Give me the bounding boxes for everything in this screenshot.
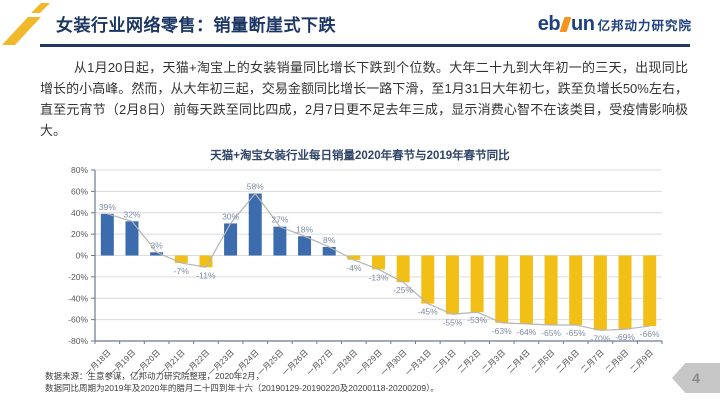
svg-text:39%: 39% — [99, 202, 116, 212]
brand-latin-left: eb — [537, 13, 561, 35]
svg-text:二月7日: 二月7日 — [579, 348, 605, 374]
svg-text:-65%: -65% — [541, 328, 561, 338]
svg-text:二月8日: 二月8日 — [604, 348, 630, 374]
svg-text:-70%: -70% — [590, 333, 610, 343]
svg-text:32%: 32% — [123, 209, 140, 219]
chart-title: 天猫+淘宝女装行业每日销量2020年春节与2019年春节同比 — [210, 150, 510, 162]
svg-text:-63%: -63% — [492, 326, 512, 336]
svg-text:二月3日: 二月3日 — [481, 348, 507, 374]
svg-text:-69%: -69% — [615, 332, 635, 342]
svg-text:二月2日: 二月2日 — [456, 348, 482, 374]
daily-sales-yoy-bar-chart: 80% 60% 40% 20% 0% -20% -40% -60% -80% 39% 32% 3% -7… — [68, 165, 663, 378]
brand-latin-right: un — [571, 13, 595, 35]
footnote: 数据来源：生意参谋，亿邦动力研究院整理，2020年2月， 数据同比周期为2019… — [45, 371, 439, 395]
chart-area: 80% 60% 40% 20% 0% -20% -40% -60% -80% 39% 32% 3% -7… — [40, 162, 680, 380]
svg-text:二月6日: 二月6日 — [555, 348, 581, 374]
svg-text:-64%: -64% — [516, 327, 536, 337]
svg-text:-65%: -65% — [566, 328, 586, 338]
svg-text:8%: 8% — [323, 235, 336, 245]
svg-text:二月9日: 二月9日 — [629, 348, 655, 374]
svg-text:-25%: -25% — [393, 285, 413, 295]
corner-slashes-icon — [2, 3, 50, 45]
svg-text:30%: 30% — [222, 211, 239, 221]
svg-text:二月4日: 二月4日 — [505, 348, 531, 374]
page-number: 4 — [692, 370, 700, 386]
brand-r-mark-icon — [559, 17, 572, 32]
svg-text:58%: 58% — [247, 182, 264, 192]
body-paragraph: 从1月20日起，天猫+淘宝上的女装销量同比增长下跌到个位数。大年二十九到大年初一… — [40, 60, 688, 139]
svg-text:80%: 80% — [71, 165, 88, 175]
svg-text:二月5日: 二月5日 — [530, 348, 556, 374]
svg-text:-53%: -53% — [467, 315, 487, 325]
page-title: 女装行业网络零售：销量断崖式下跌 — [56, 16, 336, 35]
header-divider — [40, 44, 690, 47]
svg-text:-60%: -60% — [68, 315, 88, 325]
svg-text:-7%: -7% — [174, 266, 190, 276]
ebrun-logo: eb un 亿邦动力研究院 — [538, 13, 692, 36]
svg-text:-13%: -13% — [369, 272, 389, 282]
data-period-note: 数据同比周期为2019年及2020年的腊月二十四到年十六（20190129-20… — [45, 382, 439, 393]
svg-text:-66%: -66% — [640, 329, 660, 339]
svg-text:-20%: -20% — [68, 272, 88, 282]
svg-text:3%: 3% — [150, 240, 163, 250]
svg-text:-80%: -80% — [68, 336, 88, 346]
svg-text:40%: 40% — [71, 208, 88, 218]
svg-text:-40%: -40% — [68, 293, 88, 303]
svg-text:27%: 27% — [271, 215, 288, 225]
svg-text:20%: 20% — [71, 229, 88, 239]
svg-text:0%: 0% — [76, 251, 89, 261]
data-source-note: 数据来源：生意参谋，亿邦动力研究院整理，2020年2月， — [45, 371, 265, 381]
svg-text:-11%: -11% — [196, 270, 216, 280]
svg-text:-45%: -45% — [418, 307, 438, 317]
svg-text:60%: 60% — [71, 186, 88, 196]
svg-text:-4%: -4% — [346, 263, 362, 273]
svg-text:-55%: -55% — [443, 317, 463, 327]
svg-text:18%: 18% — [296, 224, 313, 234]
brand-chinese-name: 亿邦动力研究院 — [597, 19, 692, 33]
